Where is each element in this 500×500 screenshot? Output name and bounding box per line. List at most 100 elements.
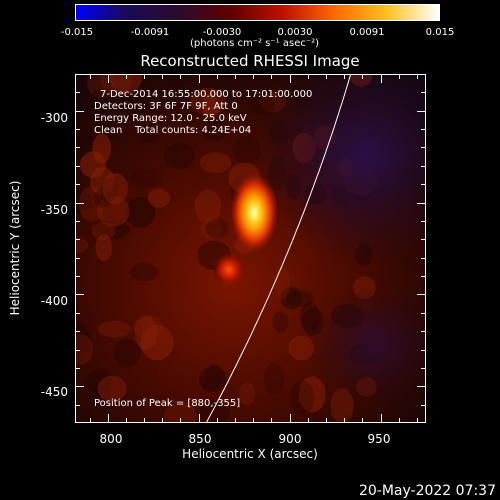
image-mottle-blob [140, 324, 174, 361]
image-mottle-blob [272, 311, 289, 333]
colorbar-tick: -0.0030 [202, 27, 242, 38]
image-mottle-blob [289, 381, 315, 415]
axis-tick [416, 75, 418, 79]
axis-tick [76, 202, 84, 204]
image-mottle-blob [89, 381, 111, 416]
x-tick-label: 900 [278, 432, 302, 446]
axis-tick [125, 75, 127, 79]
image-mottle-blob [76, 406, 92, 422]
axis-tick [180, 75, 182, 79]
axis-tick [271, 75, 273, 79]
image-mottle-blob [298, 376, 326, 413]
image-mottle-blob [199, 152, 232, 174]
axis-tick [89, 418, 91, 422]
axis-tick [76, 184, 80, 186]
image-mottle-blob [163, 402, 197, 422]
axis-tick [216, 75, 218, 79]
x-tick-label: 950 [367, 432, 391, 446]
axis-tick [416, 418, 418, 422]
axis-tick [76, 129, 80, 131]
image-mottle-blob [87, 75, 114, 99]
axis-tick [417, 386, 425, 388]
axis-tick [76, 276, 80, 278]
image-mottle-blob [133, 315, 163, 340]
y-tick-label: -400 [40, 294, 68, 308]
axis-tick [307, 418, 309, 422]
axis-tick [421, 239, 425, 241]
axis-tick [89, 75, 91, 79]
axis-tick [162, 418, 164, 422]
image-mottle-blob [91, 87, 111, 110]
y-tick-label: -450 [40, 385, 68, 399]
solar-limb-line [206, 75, 351, 422]
colorbar-tick: 0.0030 [277, 27, 313, 38]
image-mottle-blob [97, 375, 127, 402]
axis-tick [162, 75, 164, 79]
axis-tick [421, 367, 425, 369]
image-mottle-blob [134, 316, 157, 351]
axis-tick [76, 239, 80, 241]
colorbar-tick: -0.0091 [130, 27, 170, 38]
image-mottle-blob [76, 188, 92, 213]
image-mottle-blob [166, 75, 184, 100]
axis-tick [362, 418, 364, 422]
peak-position-label: Position of Peak = [880,-355] [94, 398, 241, 409]
image-mottle-blob [96, 195, 130, 227]
axis-tick [144, 75, 146, 79]
negative-region [256, 75, 425, 265]
image-mottle-blob [200, 217, 222, 239]
axis-tick [216, 418, 218, 422]
image-mottle-blob [76, 120, 93, 157]
axis-tick [421, 184, 425, 186]
image-mottle-blob [80, 151, 106, 178]
image-mottle-blob [205, 364, 224, 391]
axis-tick [76, 386, 84, 388]
image-mottle-blob [202, 118, 228, 141]
image-mottle-blob [85, 369, 114, 394]
axis-tick [107, 75, 109, 83]
axis-tick [325, 418, 327, 422]
image-mottle-blob [91, 222, 116, 241]
image-mottle-blob [101, 173, 129, 205]
axis-tick [76, 294, 84, 296]
axis-tick [421, 276, 425, 278]
axis-tick [76, 349, 80, 351]
axis-tick [198, 75, 200, 83]
axis-tick [421, 349, 425, 351]
axis-tick [344, 75, 346, 79]
image-mottle-blob [94, 220, 130, 240]
axis-tick [253, 418, 255, 422]
axis-tick [107, 414, 109, 422]
time-range-label: 7-Dec-2014 16:55:00.000 to 17:01:00.000 [100, 89, 313, 100]
axis-tick [380, 414, 382, 422]
image-mottle-blob [202, 94, 220, 119]
energy-range-label: Energy Range: 12.0 - 25.0 keV [94, 113, 247, 124]
axis-tick [144, 418, 146, 422]
x-tick-label: 850 [188, 432, 212, 446]
image-mottle-blob [97, 320, 131, 338]
axis-tick [76, 257, 80, 259]
colorbar-tick: 0.015 [425, 27, 455, 38]
y-tick-label: -350 [40, 203, 68, 217]
axis-tick [398, 75, 400, 79]
image-mottle-blob [95, 234, 113, 262]
image-mottle-blob [232, 135, 261, 165]
axis-tick [76, 147, 80, 149]
axis-tick [417, 202, 425, 204]
axis-tick [362, 75, 364, 79]
axis-tick [421, 165, 425, 167]
image-mottle-blob [129, 168, 161, 188]
image-mottle-blob [194, 189, 222, 224]
axis-tick [76, 92, 80, 94]
image-mottle-blob [196, 400, 231, 422]
axis-tick [235, 418, 237, 422]
colorbar-unit-label: (photons cm⁻² s⁻¹ asec⁻²) [190, 38, 320, 49]
axis-tick [253, 75, 255, 79]
axis-tick [421, 312, 425, 314]
image-title: Reconstructed RHESSI Image [140, 52, 360, 70]
image-mottle-blob [76, 237, 89, 253]
axis-tick [289, 414, 291, 422]
colorbar-tick: 0.0091 [349, 27, 385, 38]
secondary-source [212, 252, 245, 287]
image-mottle-blob [213, 80, 235, 107]
